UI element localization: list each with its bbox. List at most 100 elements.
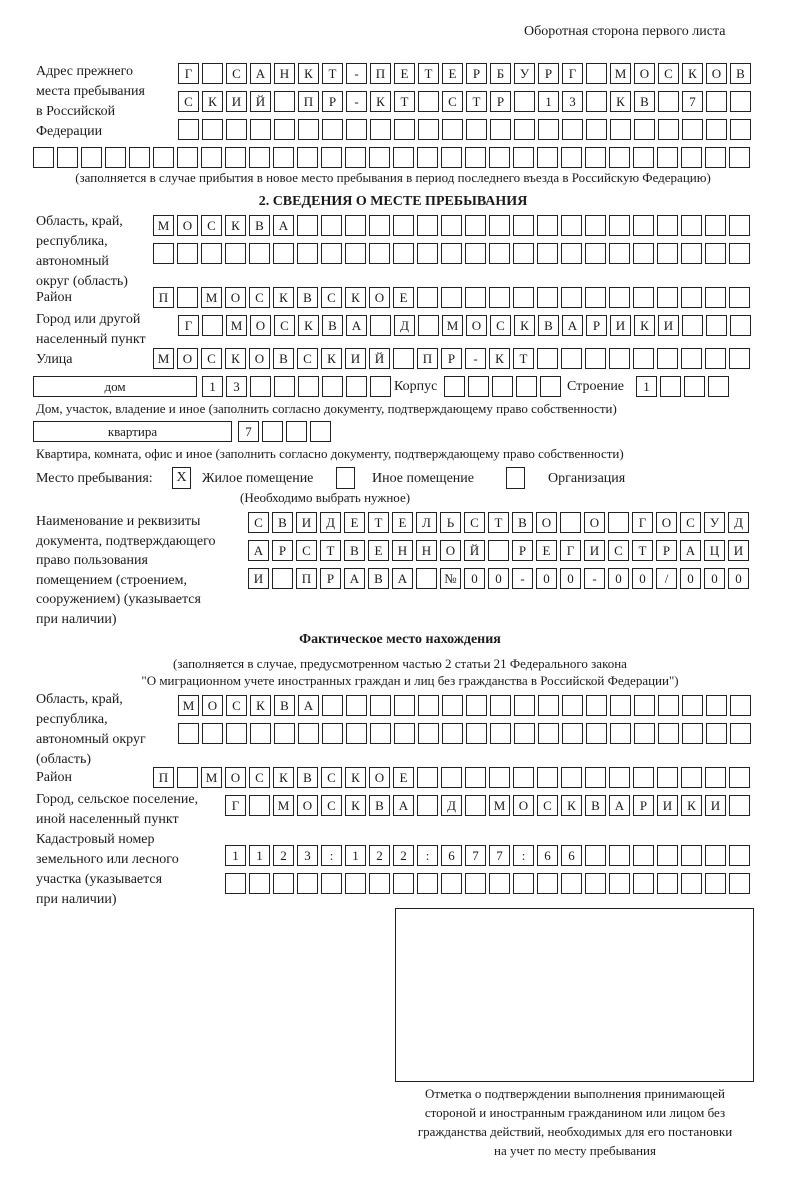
char-cell[interactable] (561, 243, 582, 264)
char-cell[interactable] (609, 287, 630, 308)
char-cell[interactable] (633, 845, 654, 866)
char-cell[interactable]: М (442, 315, 463, 336)
char-cell[interactable]: Г (562, 63, 583, 84)
char-cell[interactable] (81, 147, 102, 168)
char-cell[interactable] (442, 695, 463, 716)
char-cell[interactable] (417, 795, 438, 816)
char-cell[interactable] (657, 348, 678, 369)
char-cell[interactable]: А (346, 315, 367, 336)
apartment-type-field[interactable]: квартира (33, 421, 232, 442)
char-cell[interactable]: С (321, 795, 342, 816)
char-cell[interactable]: 0 (536, 568, 557, 589)
char-cell[interactable] (177, 287, 198, 308)
char-cell[interactable] (633, 348, 654, 369)
char-cell[interactable] (274, 723, 295, 744)
char-cell[interactable]: О (440, 540, 461, 561)
char-cell[interactable] (729, 215, 750, 236)
char-cell[interactable] (729, 845, 750, 866)
char-cell[interactable]: В (273, 348, 294, 369)
char-cell[interactable]: 6 (441, 845, 462, 866)
char-cell[interactable]: - (346, 91, 367, 112)
char-cell[interactable] (273, 873, 294, 894)
char-cell[interactable]: В (322, 315, 343, 336)
char-cell[interactable]: О (177, 215, 198, 236)
char-cell[interactable] (705, 767, 726, 788)
char-cell[interactable]: Г (178, 315, 199, 336)
char-cell[interactable] (708, 376, 729, 397)
char-cell[interactable]: К (345, 287, 366, 308)
checkbox-organization[interactable] (506, 467, 525, 489)
char-cell[interactable]: О (584, 512, 605, 533)
char-cell[interactable] (441, 147, 462, 168)
char-cell[interactable]: Р (272, 540, 293, 561)
char-cell[interactable]: К (561, 795, 582, 816)
char-cell[interactable]: Д (728, 512, 749, 533)
char-cell[interactable]: К (514, 315, 535, 336)
char-cell[interactable] (537, 767, 558, 788)
char-cell[interactable]: 1 (225, 845, 246, 866)
char-cell[interactable]: С (442, 91, 463, 112)
char-cell[interactable]: О (656, 512, 677, 533)
char-cell[interactable] (489, 147, 510, 168)
char-cell[interactable]: О (249, 348, 270, 369)
char-cell[interactable] (633, 147, 654, 168)
char-cell[interactable]: К (273, 767, 294, 788)
char-cell[interactable]: 0 (632, 568, 653, 589)
char-cell[interactable] (298, 376, 319, 397)
char-cell[interactable] (201, 243, 222, 264)
char-cell[interactable] (705, 348, 726, 369)
char-cell[interactable]: О (297, 795, 318, 816)
char-cell[interactable]: Т (466, 91, 487, 112)
char-cell[interactable] (585, 845, 606, 866)
char-cell[interactable] (249, 873, 270, 894)
char-cell[interactable] (417, 287, 438, 308)
house-type-field[interactable]: дом (33, 376, 197, 397)
char-cell[interactable]: К (634, 315, 655, 336)
char-cell[interactable]: Н (416, 540, 437, 561)
char-cell[interactable] (706, 119, 727, 140)
char-cell[interactable] (442, 723, 463, 744)
char-cell[interactable] (297, 215, 318, 236)
char-cell[interactable] (634, 119, 655, 140)
char-cell[interactable]: О (369, 287, 390, 308)
char-cell[interactable] (609, 348, 630, 369)
char-cell[interactable]: Р (656, 540, 677, 561)
char-cell[interactable] (369, 243, 390, 264)
char-cell[interactable] (250, 376, 271, 397)
char-cell[interactable]: С (249, 287, 270, 308)
char-cell[interactable]: Б (490, 63, 511, 84)
char-cell[interactable]: 0 (728, 568, 749, 589)
char-cell[interactable] (540, 376, 561, 397)
char-cell[interactable]: : (321, 845, 342, 866)
char-cell[interactable] (202, 119, 223, 140)
char-cell[interactable] (393, 348, 414, 369)
char-cell[interactable]: 0 (560, 568, 581, 589)
char-cell[interactable] (514, 695, 535, 716)
char-cell[interactable] (250, 119, 271, 140)
char-cell[interactable] (286, 421, 307, 442)
char-cell[interactable]: К (489, 348, 510, 369)
char-cell[interactable] (561, 873, 582, 894)
char-cell[interactable] (610, 119, 631, 140)
char-cell[interactable] (489, 767, 510, 788)
char-cell[interactable] (466, 119, 487, 140)
char-cell[interactable] (681, 215, 702, 236)
char-cell[interactable] (489, 287, 510, 308)
char-cell[interactable] (610, 723, 631, 744)
char-cell[interactable]: : (513, 845, 534, 866)
char-cell[interactable]: В (297, 287, 318, 308)
char-cell[interactable]: О (177, 348, 198, 369)
char-cell[interactable]: О (536, 512, 557, 533)
char-cell[interactable]: О (706, 63, 727, 84)
char-cell[interactable] (177, 147, 198, 168)
char-cell[interactable] (274, 119, 295, 140)
char-cell[interactable]: К (682, 63, 703, 84)
char-cell[interactable]: М (153, 215, 174, 236)
char-cell[interactable]: И (610, 315, 631, 336)
char-cell[interactable] (274, 376, 295, 397)
char-cell[interactable] (346, 723, 367, 744)
char-cell[interactable] (634, 695, 655, 716)
char-cell[interactable]: С (226, 63, 247, 84)
char-cell[interactable] (418, 315, 439, 336)
char-cell[interactable] (633, 243, 654, 264)
